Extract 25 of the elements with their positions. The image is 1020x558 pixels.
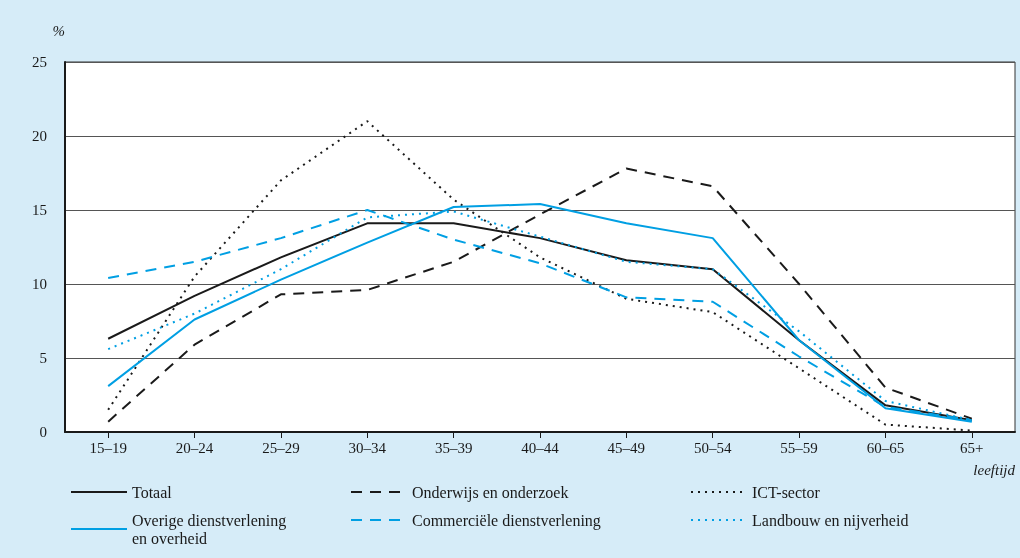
y-tick-label: 25	[32, 54, 47, 70]
x-tick-label: 40–44	[521, 439, 560, 456]
legend-label: Totaal	[132, 483, 173, 501]
x-tick-label: 45–49	[607, 439, 646, 456]
y-axis-title: %	[52, 22, 65, 39]
legend-label: Onderwijs en onderzoek	[412, 483, 569, 502]
x-tick-label: 30–34	[348, 439, 387, 456]
legend-label: ICT-sector	[752, 483, 821, 501]
x-tick-label: 50–54	[693, 439, 732, 456]
y-tick-label: 15	[32, 202, 47, 218]
x-tick-label: 15–19	[89, 439, 127, 456]
legend-label: Overige dienstverlening en overheid	[132, 511, 291, 547]
y-tick-label: 10	[32, 276, 47, 292]
legend-label: Commerciële dienstverlening	[412, 511, 601, 530]
x-tick-label: 55–59	[780, 439, 818, 456]
x-tick-label: 35–39	[434, 439, 473, 456]
x-axis-title: leeftijd	[973, 461, 1016, 478]
x-tick-label: 60–65	[866, 439, 905, 456]
y-tick-label: 5	[39, 350, 47, 366]
legend-label: Landbouw en nijverheid	[752, 511, 909, 530]
x-tick-label: 65+	[960, 439, 984, 456]
x-tick-label: 20–24	[175, 439, 214, 456]
y-tick-label: 20	[32, 128, 47, 144]
y-tick-label: 0	[39, 424, 47, 440]
x-tick-label: 25–29	[262, 439, 300, 456]
